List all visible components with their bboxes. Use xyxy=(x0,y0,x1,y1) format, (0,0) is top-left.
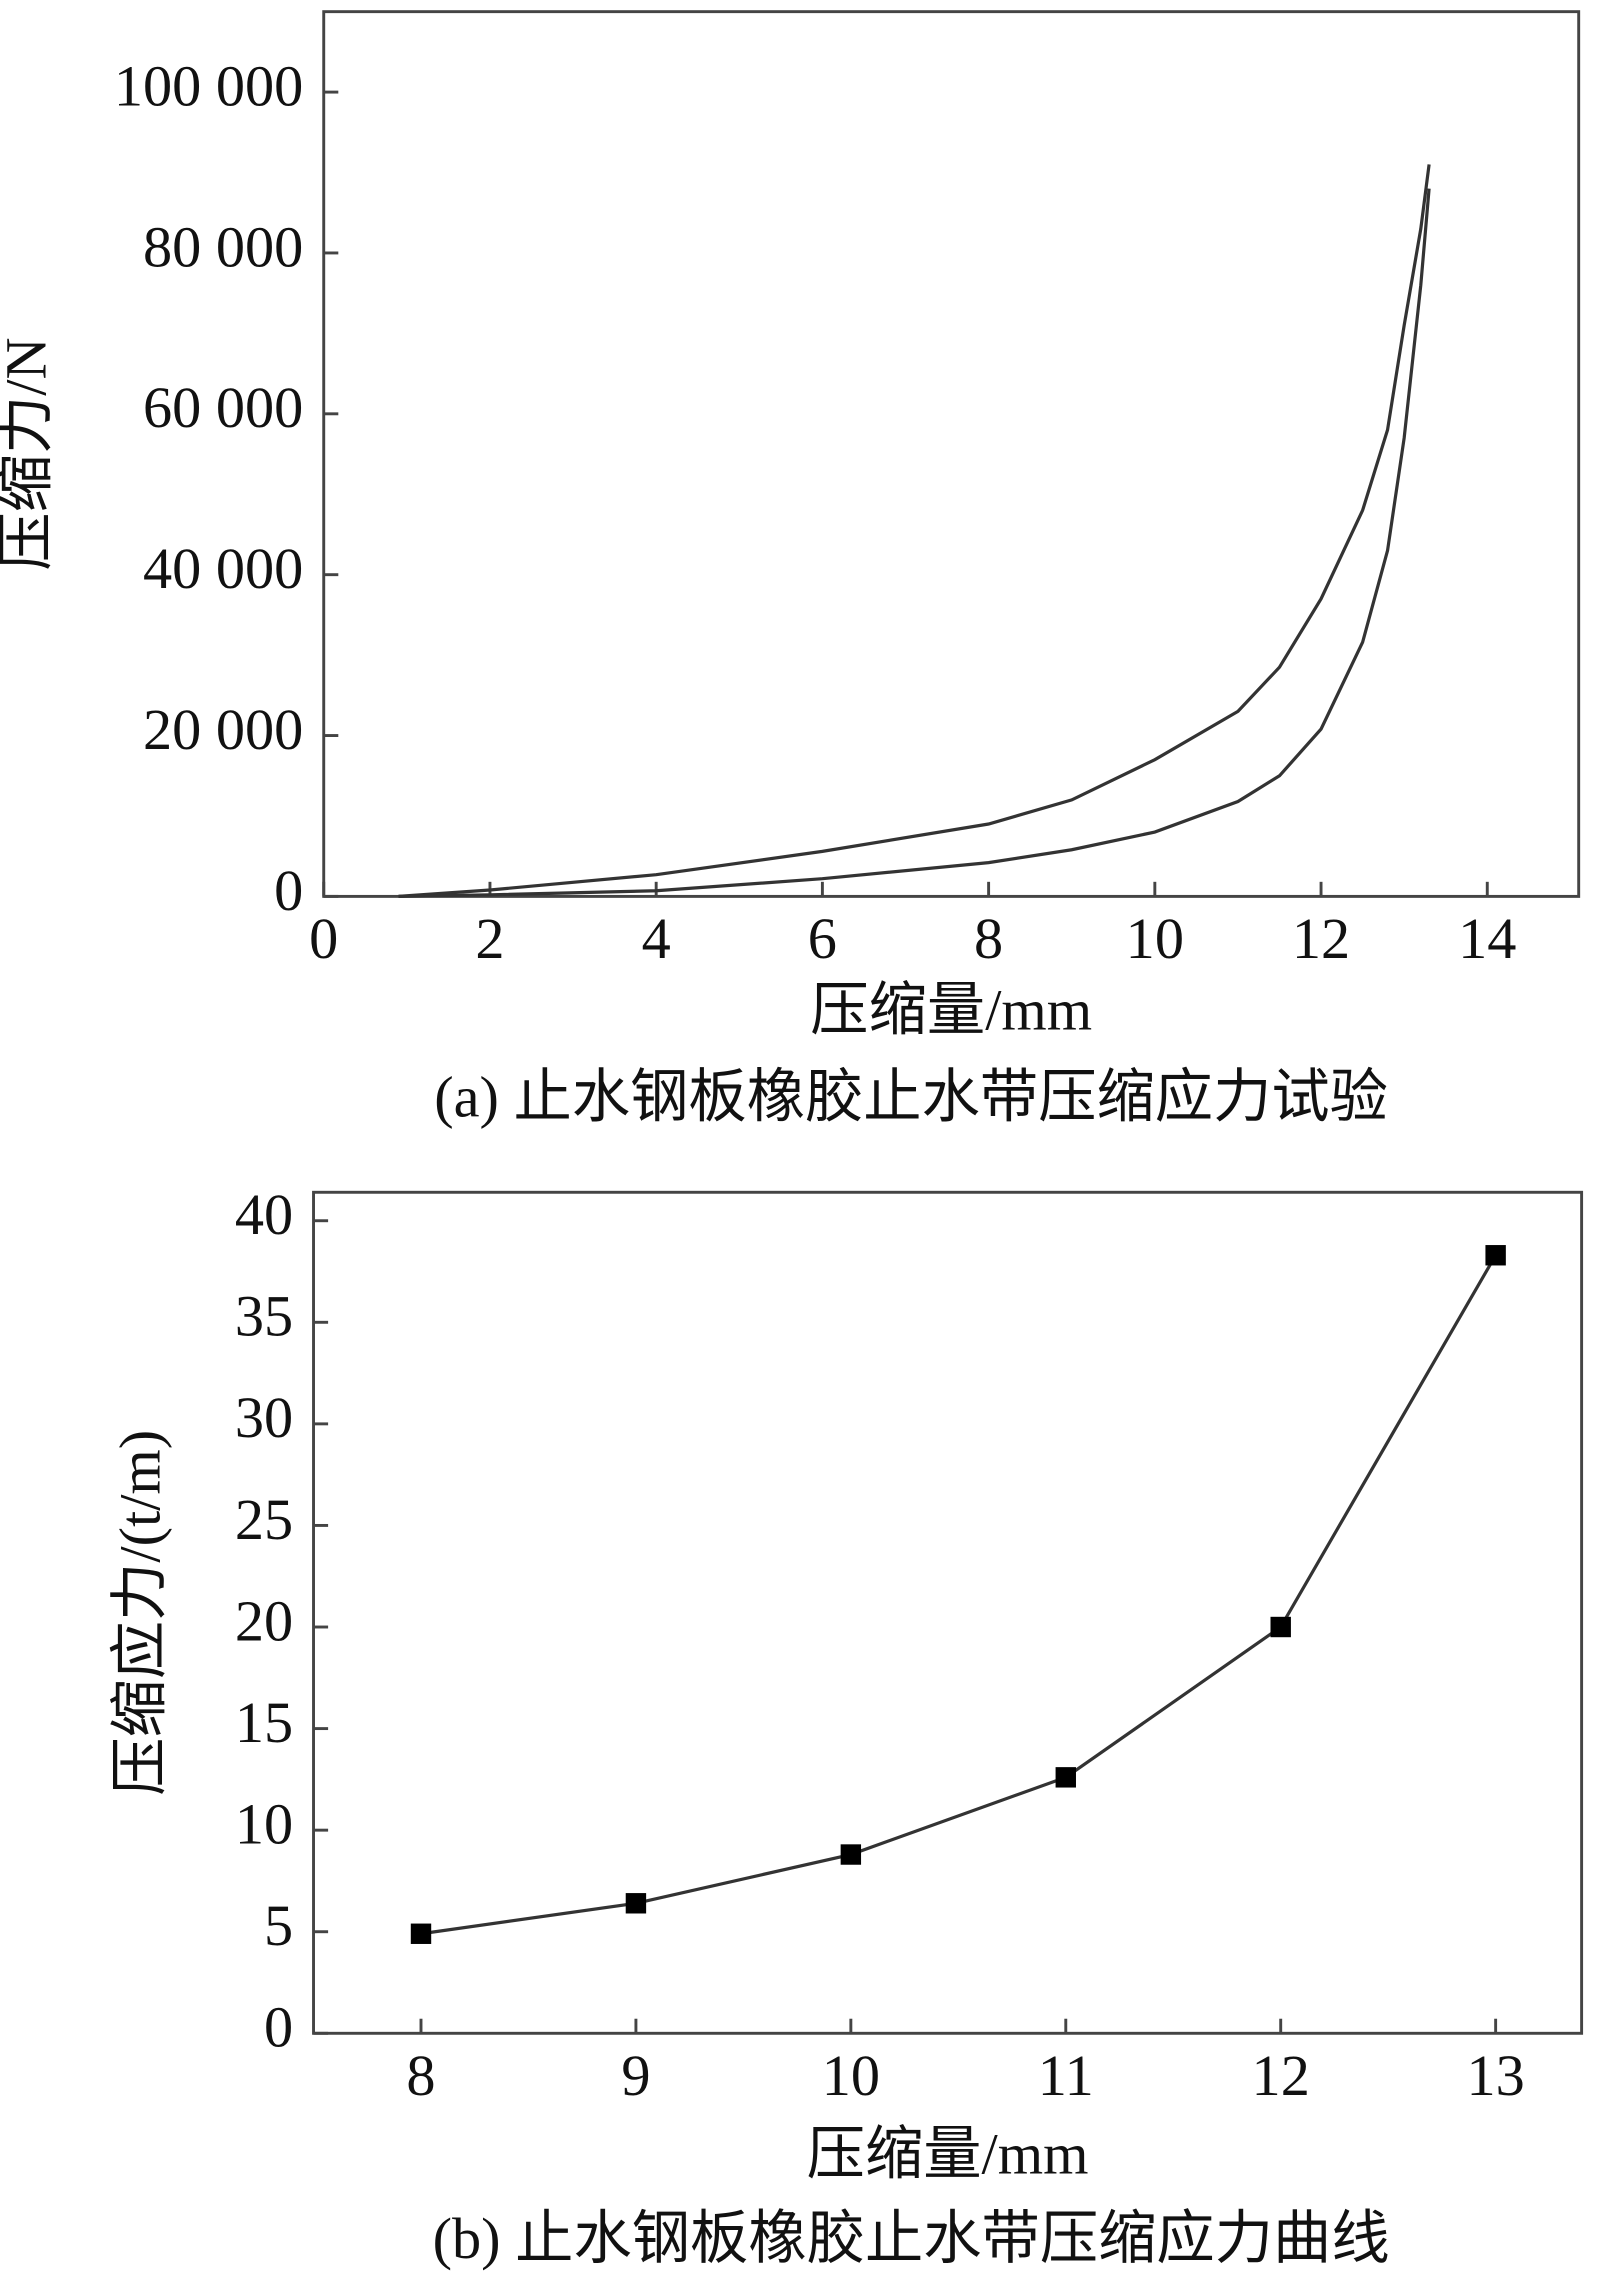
x-axis-label: 压缩量/mm xyxy=(810,977,1092,1042)
data-marker xyxy=(1055,1767,1076,1788)
x-tick-label: 10 xyxy=(822,2043,880,2108)
x-tick-label: 6 xyxy=(808,906,837,971)
x-tick-label: 4 xyxy=(642,906,671,971)
data-marker xyxy=(625,1893,647,1914)
x-tick-label: 2 xyxy=(475,906,504,971)
y-tick-label: 40 xyxy=(235,1182,293,1247)
x-tick-label: 11 xyxy=(1038,2043,1094,2108)
y-tick-label: 60 000 xyxy=(143,375,303,440)
x-tick-label: 13 xyxy=(1466,2043,1524,2108)
caption: (b) 止水钢板橡胶止水带压缩应力曲线 xyxy=(433,2206,1390,2271)
y-tick-label: 20 xyxy=(235,1588,293,1653)
x-tick-label: 14 xyxy=(1458,906,1516,971)
plot-frame xyxy=(322,10,1581,898)
x-tick-label: 12 xyxy=(1252,2043,1310,2108)
y-axis-label: 压缩应力/(t/m) xyxy=(107,1430,172,1796)
x-tick-label: 0 xyxy=(309,906,338,971)
x-tick-label: 12 xyxy=(1292,906,1350,971)
data-marker xyxy=(410,1923,432,1944)
x-axis-label: 压缩量/mm xyxy=(807,2121,1089,2186)
x-tick-label: 10 xyxy=(1126,906,1184,971)
data-marker xyxy=(1485,1245,1506,1266)
data-line xyxy=(398,188,1431,899)
y-tick-label: 0 xyxy=(264,1995,293,2060)
data-line xyxy=(398,164,1431,899)
y-tick-label: 100 000 xyxy=(114,53,303,118)
y-tick-label: 40 000 xyxy=(143,536,303,601)
y-tick-label: 15 xyxy=(235,1690,293,1755)
caption: (a) 止水钢板橡胶止水带压缩应力试验 xyxy=(434,1065,1388,1130)
data-marker xyxy=(840,1844,862,1865)
y-tick-label: 5 xyxy=(264,1893,293,1958)
y-tick-label: 10 xyxy=(235,1792,293,1857)
y-tick-label: 0 xyxy=(274,858,303,923)
data-line xyxy=(420,1254,1498,1936)
y-tick-label: 35 xyxy=(235,1284,293,1349)
y-tick-label: 25 xyxy=(235,1487,293,1552)
y-axis-label: 压缩力/N xyxy=(0,337,59,570)
y-tick-label: 30 xyxy=(235,1385,293,1450)
x-tick-label: 8 xyxy=(974,906,1003,971)
x-tick-label: 8 xyxy=(406,2043,435,2108)
plot-frame xyxy=(312,1190,1584,2035)
data-marker xyxy=(1270,1616,1291,1638)
y-tick-label: 80 000 xyxy=(143,214,303,279)
y-tick-label: 20 000 xyxy=(143,697,303,762)
x-tick-label: 9 xyxy=(621,2043,650,2108)
